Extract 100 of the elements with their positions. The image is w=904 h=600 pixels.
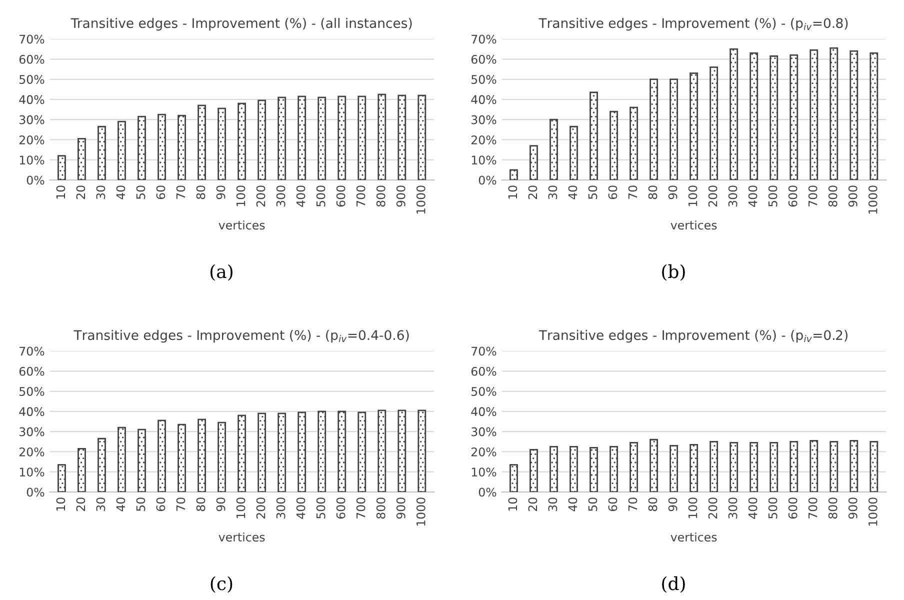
bar	[670, 444, 678, 492]
x-tick-label: 30	[96, 186, 106, 199]
x-tick-label: 800	[376, 186, 386, 207]
bar	[730, 48, 738, 180]
x-tick-label: 30	[548, 186, 558, 199]
x-tick-label: 900	[848, 498, 858, 519]
x-tick-label: 80	[648, 498, 658, 512]
bar	[278, 96, 286, 180]
bar	[358, 412, 366, 492]
bar	[138, 428, 146, 492]
bar	[178, 114, 186, 180]
x-tick-label: 900	[396, 498, 406, 519]
x-tick-label: 60	[156, 186, 166, 200]
bar	[378, 94, 386, 180]
x-tick-label: 70	[176, 186, 186, 199]
x-tick-label: 100	[236, 498, 246, 518]
bar	[570, 126, 578, 180]
x-tick-label: 20	[528, 186, 538, 200]
y-tick-label: 30%	[472, 427, 496, 436]
x-tick-label: 300	[276, 186, 286, 206]
x-tick-label: 300	[728, 498, 738, 518]
x-tick-label: 1000	[416, 498, 426, 526]
y-tick-label: 60%	[471, 54, 496, 64]
x-tick-label: 200	[256, 498, 266, 519]
x-tick-label: 10	[508, 498, 518, 511]
bar	[850, 440, 858, 492]
x-tick-label: 800	[828, 186, 838, 207]
x-tick-label: 40	[568, 498, 578, 512]
x-tick-label: 400	[296, 498, 306, 519]
x-axis-title: vertices	[218, 220, 265, 230]
bar	[238, 102, 246, 180]
x-tick-label: 1000	[868, 186, 878, 214]
x-tick-label: 200	[708, 498, 718, 519]
x-tick-label: 10	[56, 186, 66, 199]
x-tick-label: 300	[276, 498, 286, 518]
bar	[398, 410, 406, 492]
bar	[318, 410, 326, 492]
y-tick-label: 40%	[19, 95, 44, 104]
x-axis-title: vertices	[670, 220, 717, 230]
bar	[218, 422, 226, 492]
bar	[650, 438, 658, 492]
bar	[810, 440, 818, 492]
bar	[398, 94, 406, 180]
bar	[770, 55, 778, 180]
x-tick-label: 300	[728, 186, 738, 206]
bar	[358, 96, 366, 180]
x-tick-label: 60	[608, 186, 618, 200]
x-tick-label: 800	[828, 498, 838, 519]
y-tick-label: 40%	[19, 407, 44, 416]
x-tick-label: 100	[688, 186, 698, 206]
bar	[830, 47, 838, 180]
x-tick-label: 600	[788, 186, 798, 207]
bar	[630, 106, 638, 180]
chart-title: Transitive edges - Improvement (%) - (p$_{iv}$=0.8)	[538, 18, 848, 31]
text: (b)	[662, 264, 685, 281]
bar	[78, 138, 86, 180]
y-tick-label: 20%	[19, 447, 44, 456]
x-tick-label: 30	[548, 498, 558, 511]
bar	[530, 145, 538, 180]
bar	[298, 412, 306, 492]
y-tick-label: 30%	[20, 427, 44, 436]
bar	[98, 126, 106, 180]
bar	[178, 424, 186, 492]
bar	[98, 438, 106, 492]
bar	[870, 440, 878, 492]
y-tick-label: 70%	[472, 34, 496, 44]
y-tick-label: 10%	[20, 468, 44, 477]
chart-title: Transitive edges - Improvement (%) - (p$_{iv}$=0.2)	[538, 330, 848, 343]
bar	[510, 169, 518, 180]
bar	[418, 94, 426, 180]
x-tick-label: 1000	[868, 498, 878, 526]
bar	[790, 440, 798, 492]
x-tick-label: 70	[628, 186, 638, 199]
x-tick-label: 100	[236, 186, 246, 206]
y-tick-label: 60%	[19, 54, 44, 64]
bar	[570, 446, 578, 492]
bar	[530, 449, 538, 492]
bar	[338, 410, 346, 492]
bar	[218, 108, 226, 180]
y-tick-label: 20%	[19, 135, 44, 144]
y-tick-label: 60%	[471, 366, 496, 376]
bar	[118, 120, 126, 180]
x-tick-label: 600	[336, 186, 346, 207]
y-tick-label: 50%	[472, 75, 496, 84]
x-tick-label: 10	[56, 498, 66, 511]
y-tick-label: 60%	[19, 366, 44, 376]
bar	[58, 464, 66, 492]
y-tick-label: 10%	[20, 156, 44, 165]
bar	[158, 114, 166, 180]
x-tick-label: 700	[356, 186, 366, 206]
bar	[78, 448, 86, 492]
x-tick-label: 400	[748, 186, 758, 207]
x-tick-label: 400	[296, 186, 306, 207]
x-tick-label: 200	[256, 186, 266, 207]
x-tick-label: 400	[748, 498, 758, 519]
x-tick-label: 800	[376, 498, 386, 519]
x-tick-label: 90	[668, 498, 678, 512]
bar	[750, 52, 758, 180]
bar	[710, 66, 718, 180]
bar	[158, 420, 166, 492]
